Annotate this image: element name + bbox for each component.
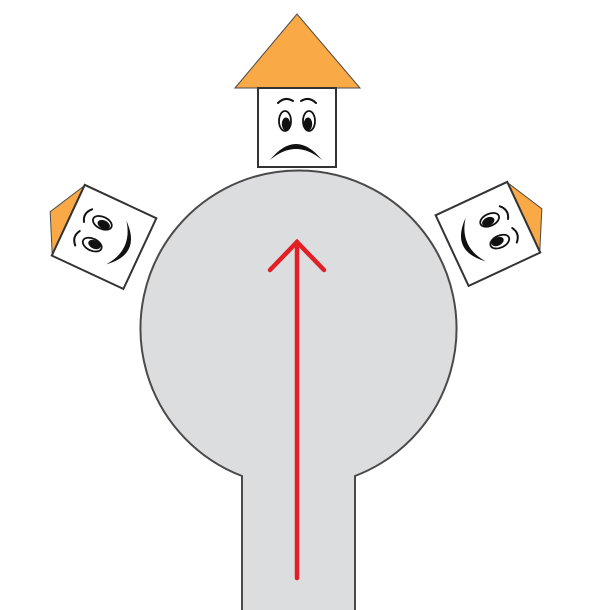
house-left — [49, 183, 158, 291]
happy-face-icon — [73, 208, 131, 265]
happy-face-icon — [461, 205, 519, 262]
arrow-head — [267, 238, 327, 273]
house-body — [434, 180, 542, 288]
sad-face-icon — [270, 97, 322, 160]
direction-arrow — [267, 238, 327, 581]
house-roof — [233, 13, 362, 89]
house-top — [233, 13, 362, 168]
house-body — [257, 87, 337, 168]
house-right — [434, 180, 543, 288]
house-body — [50, 183, 158, 291]
